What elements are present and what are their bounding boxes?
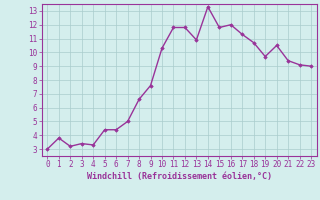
X-axis label: Windchill (Refroidissement éolien,°C): Windchill (Refroidissement éolien,°C) (87, 172, 272, 181)
